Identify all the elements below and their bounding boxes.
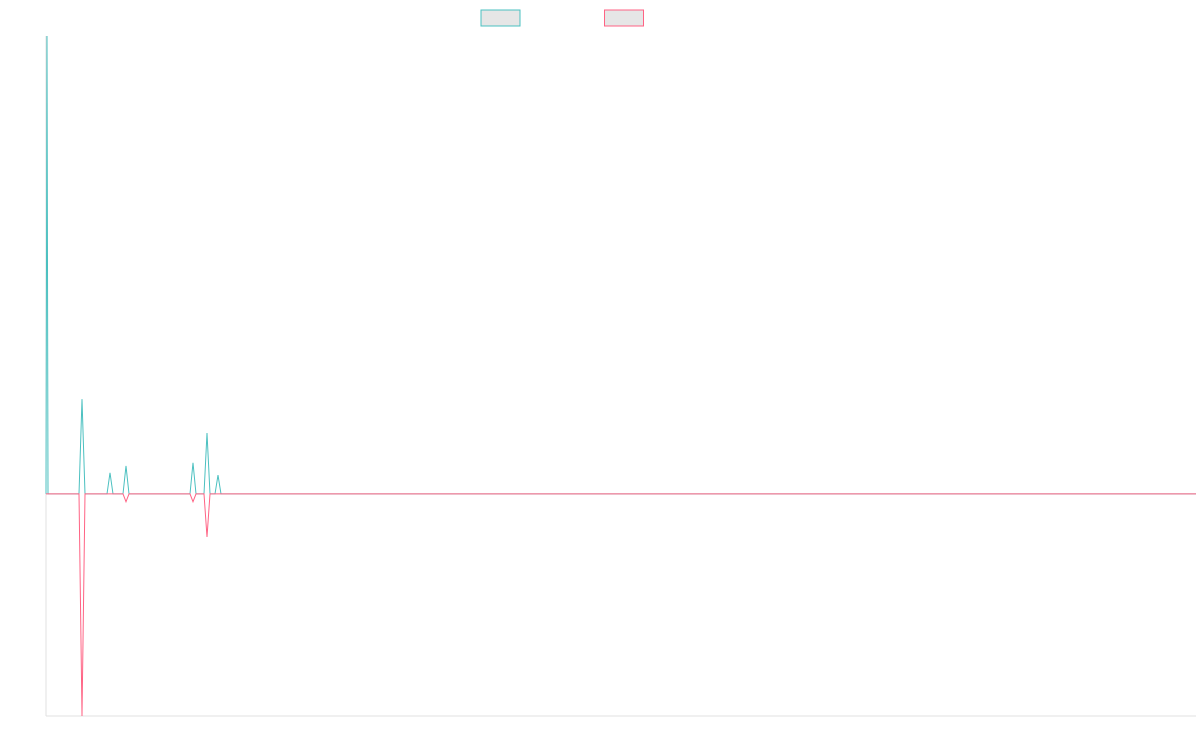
legend-swatch[interactable]: [480, 9, 521, 27]
series-line: [45, 35, 1196, 495]
series-line: [46, 493, 1196, 717]
legend-swatch[interactable]: [604, 9, 644, 27]
